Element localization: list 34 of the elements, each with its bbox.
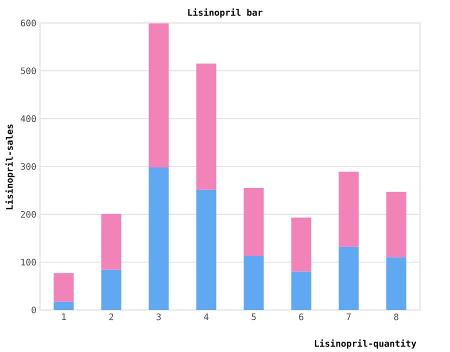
bar (291, 272, 312, 310)
x-tick-label: 1 (62, 314, 66, 320)
x-tick-label: 8 (394, 314, 398, 320)
x-tick-label: 2 (109, 314, 114, 320)
x-tick-label: 6 (299, 314, 304, 320)
y-tick-label: 0 (32, 306, 36, 314)
y-axis-title: Lisinopril-sales (5, 124, 15, 210)
bar (196, 64, 216, 190)
y-tick-label: 300 (20, 163, 36, 170)
bar (196, 190, 216, 310)
y-tick-label: 100 (21, 258, 36, 266)
bar (386, 257, 406, 310)
bar (101, 270, 122, 310)
x-axis-title: Lisinopril-quantity (314, 339, 416, 349)
chart-title: Lisinopril bar (188, 8, 262, 18)
y-tick-label: 400 (20, 115, 36, 122)
bar (338, 246, 359, 310)
y-tick-label: 200 (20, 210, 36, 218)
bar (148, 168, 169, 310)
bar (54, 302, 74, 310)
x-tick-label: 7 (346, 314, 351, 320)
bar (244, 188, 264, 256)
bar (101, 214, 122, 270)
bar (291, 218, 312, 272)
bar (386, 192, 406, 258)
x-tick-label: 3 (156, 314, 161, 320)
bar (244, 256, 264, 310)
bar (338, 172, 359, 247)
x-tick-label: 5 (252, 314, 256, 320)
y-tick-label: 600 (20, 20, 36, 26)
bar (148, 24, 169, 168)
y-tick-label: 500 (20, 67, 36, 74)
bar (54, 273, 74, 302)
x-tick-label: 4 (204, 314, 209, 320)
